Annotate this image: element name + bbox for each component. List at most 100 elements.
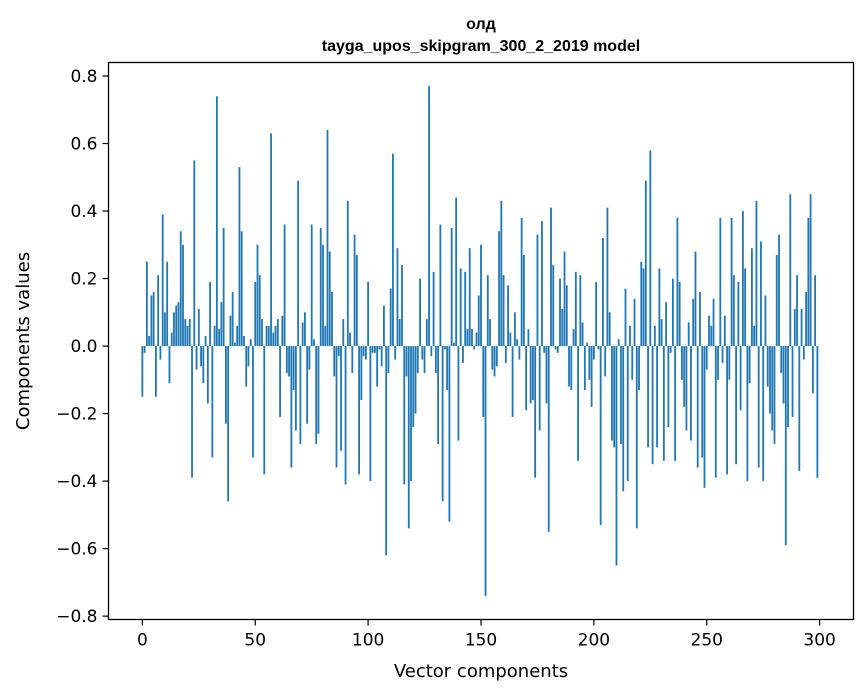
bar-107 [383, 305, 385, 347]
bar-23 [193, 160, 196, 347]
bar-167 [518, 346, 521, 360]
bar-13 [170, 332, 173, 347]
bar-56 [267, 325, 270, 347]
bar-133 [441, 346, 444, 502]
bar-196 [583, 346, 586, 390]
bar-130 [434, 346, 437, 374]
bar-116 [403, 346, 406, 485]
bar-134 [443, 346, 446, 350]
bar-132 [439, 224, 442, 347]
bar-73 [306, 346, 309, 424]
bar-80 [322, 244, 324, 347]
bar-151 [482, 346, 485, 417]
bar-104 [376, 346, 379, 387]
bar-61 [279, 346, 281, 417]
bar-139 [455, 197, 458, 347]
bar-38 [227, 346, 230, 502]
bar-190 [570, 346, 573, 390]
bar-113 [396, 248, 399, 347]
y-tick-label: −0.6 [56, 540, 97, 560]
bar-112 [394, 346, 397, 360]
bar-3 [148, 335, 151, 347]
x-tick-label: 0 [137, 631, 148, 651]
bar-289 [793, 308, 796, 347]
bar-40 [231, 292, 234, 347]
bar-34 [218, 329, 221, 347]
bar-31 [211, 346, 214, 458]
bar-155 [491, 346, 494, 370]
bar-275 [762, 346, 765, 482]
bar-121 [414, 346, 417, 414]
bar-108 [385, 346, 388, 556]
bar-268 [746, 346, 749, 482]
bar-230 [660, 319, 663, 347]
bar-216 [629, 325, 631, 347]
bar-170 [525, 346, 528, 411]
bar-294 [805, 292, 807, 347]
y-tick-label: 0.2 [70, 270, 97, 290]
bar-272 [755, 200, 758, 347]
bar-28 [204, 335, 207, 347]
bar-267 [744, 268, 747, 347]
bar-4 [150, 295, 153, 347]
y-tick-label: 0.4 [70, 202, 97, 222]
bar-9 [161, 214, 164, 347]
bar-282 [778, 234, 780, 347]
bar-185 [559, 278, 561, 347]
bar-67 [292, 346, 295, 390]
bar-92 [349, 332, 351, 347]
bar-192 [574, 271, 577, 347]
bar-142 [462, 346, 464, 363]
y-tick-label: −0.4 [56, 472, 97, 492]
bar-274 [760, 241, 762, 347]
bar-110 [389, 288, 392, 347]
bar-165 [513, 312, 516, 347]
bar-283 [780, 346, 783, 374]
x-tick-label: 200 [578, 631, 610, 651]
bar-166 [516, 339, 519, 347]
bar-174 [534, 346, 537, 478]
bar-207 [608, 312, 611, 347]
bar-270 [751, 248, 753, 347]
bar-2 [145, 261, 148, 347]
bar-284 [782, 346, 785, 404]
bar-288 [791, 346, 794, 417]
bar-36 [222, 227, 225, 347]
bar-250 [705, 346, 708, 370]
bar-237 [676, 217, 679, 347]
bar-178 [543, 346, 546, 353]
bar-71 [301, 322, 304, 347]
bar-55 [265, 325, 268, 347]
bar-271 [753, 325, 756, 347]
bar-150 [480, 244, 482, 347]
x-axis-label: Vector components [394, 661, 568, 682]
x-tick-label: 100 [352, 631, 384, 651]
bar-163 [509, 332, 512, 347]
bar-32 [213, 325, 216, 347]
bar-52 [258, 275, 261, 347]
bar-210 [615, 346, 618, 566]
bar-249 [703, 346, 706, 488]
bar-85 [333, 346, 336, 377]
bar-125 [423, 346, 426, 374]
bar-114 [398, 319, 401, 347]
bar-68 [294, 346, 297, 431]
bar-33 [215, 96, 218, 347]
bar-42 [236, 325, 239, 347]
chart-subtitle: tayga_upos_skipgram_300_2_2019 model [322, 38, 640, 55]
bar-208 [611, 346, 613, 441]
bar-89 [342, 319, 345, 347]
bar-292 [800, 308, 803, 347]
bar-253 [712, 298, 715, 347]
bar-286 [787, 346, 789, 428]
bar-88 [340, 346, 342, 451]
bar-19 [184, 319, 187, 347]
bar-264 [737, 281, 740, 347]
bar-83 [328, 251, 331, 347]
bar-181 [550, 207, 552, 347]
bar-29 [206, 346, 209, 404]
bar-48 [249, 339, 252, 347]
bar-203 [599, 346, 602, 525]
bar-99 [364, 346, 367, 360]
bar-189 [568, 346, 570, 387]
